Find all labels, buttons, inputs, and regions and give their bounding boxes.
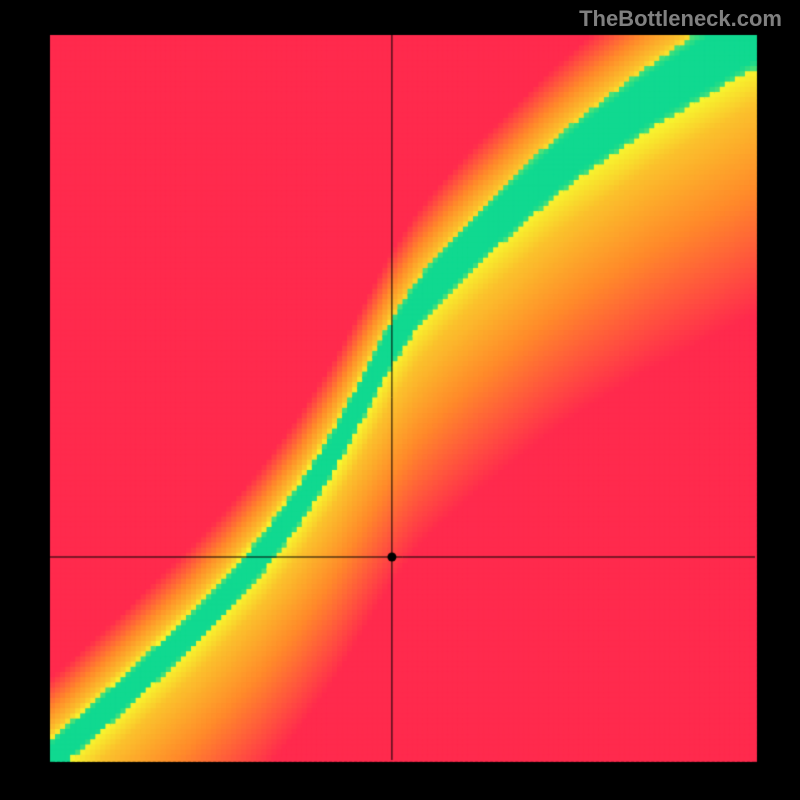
watermark-text: TheBottleneck.com — [579, 6, 782, 32]
bottleneck-heatmap — [0, 0, 800, 800]
chart-container: TheBottleneck.com — [0, 0, 800, 800]
